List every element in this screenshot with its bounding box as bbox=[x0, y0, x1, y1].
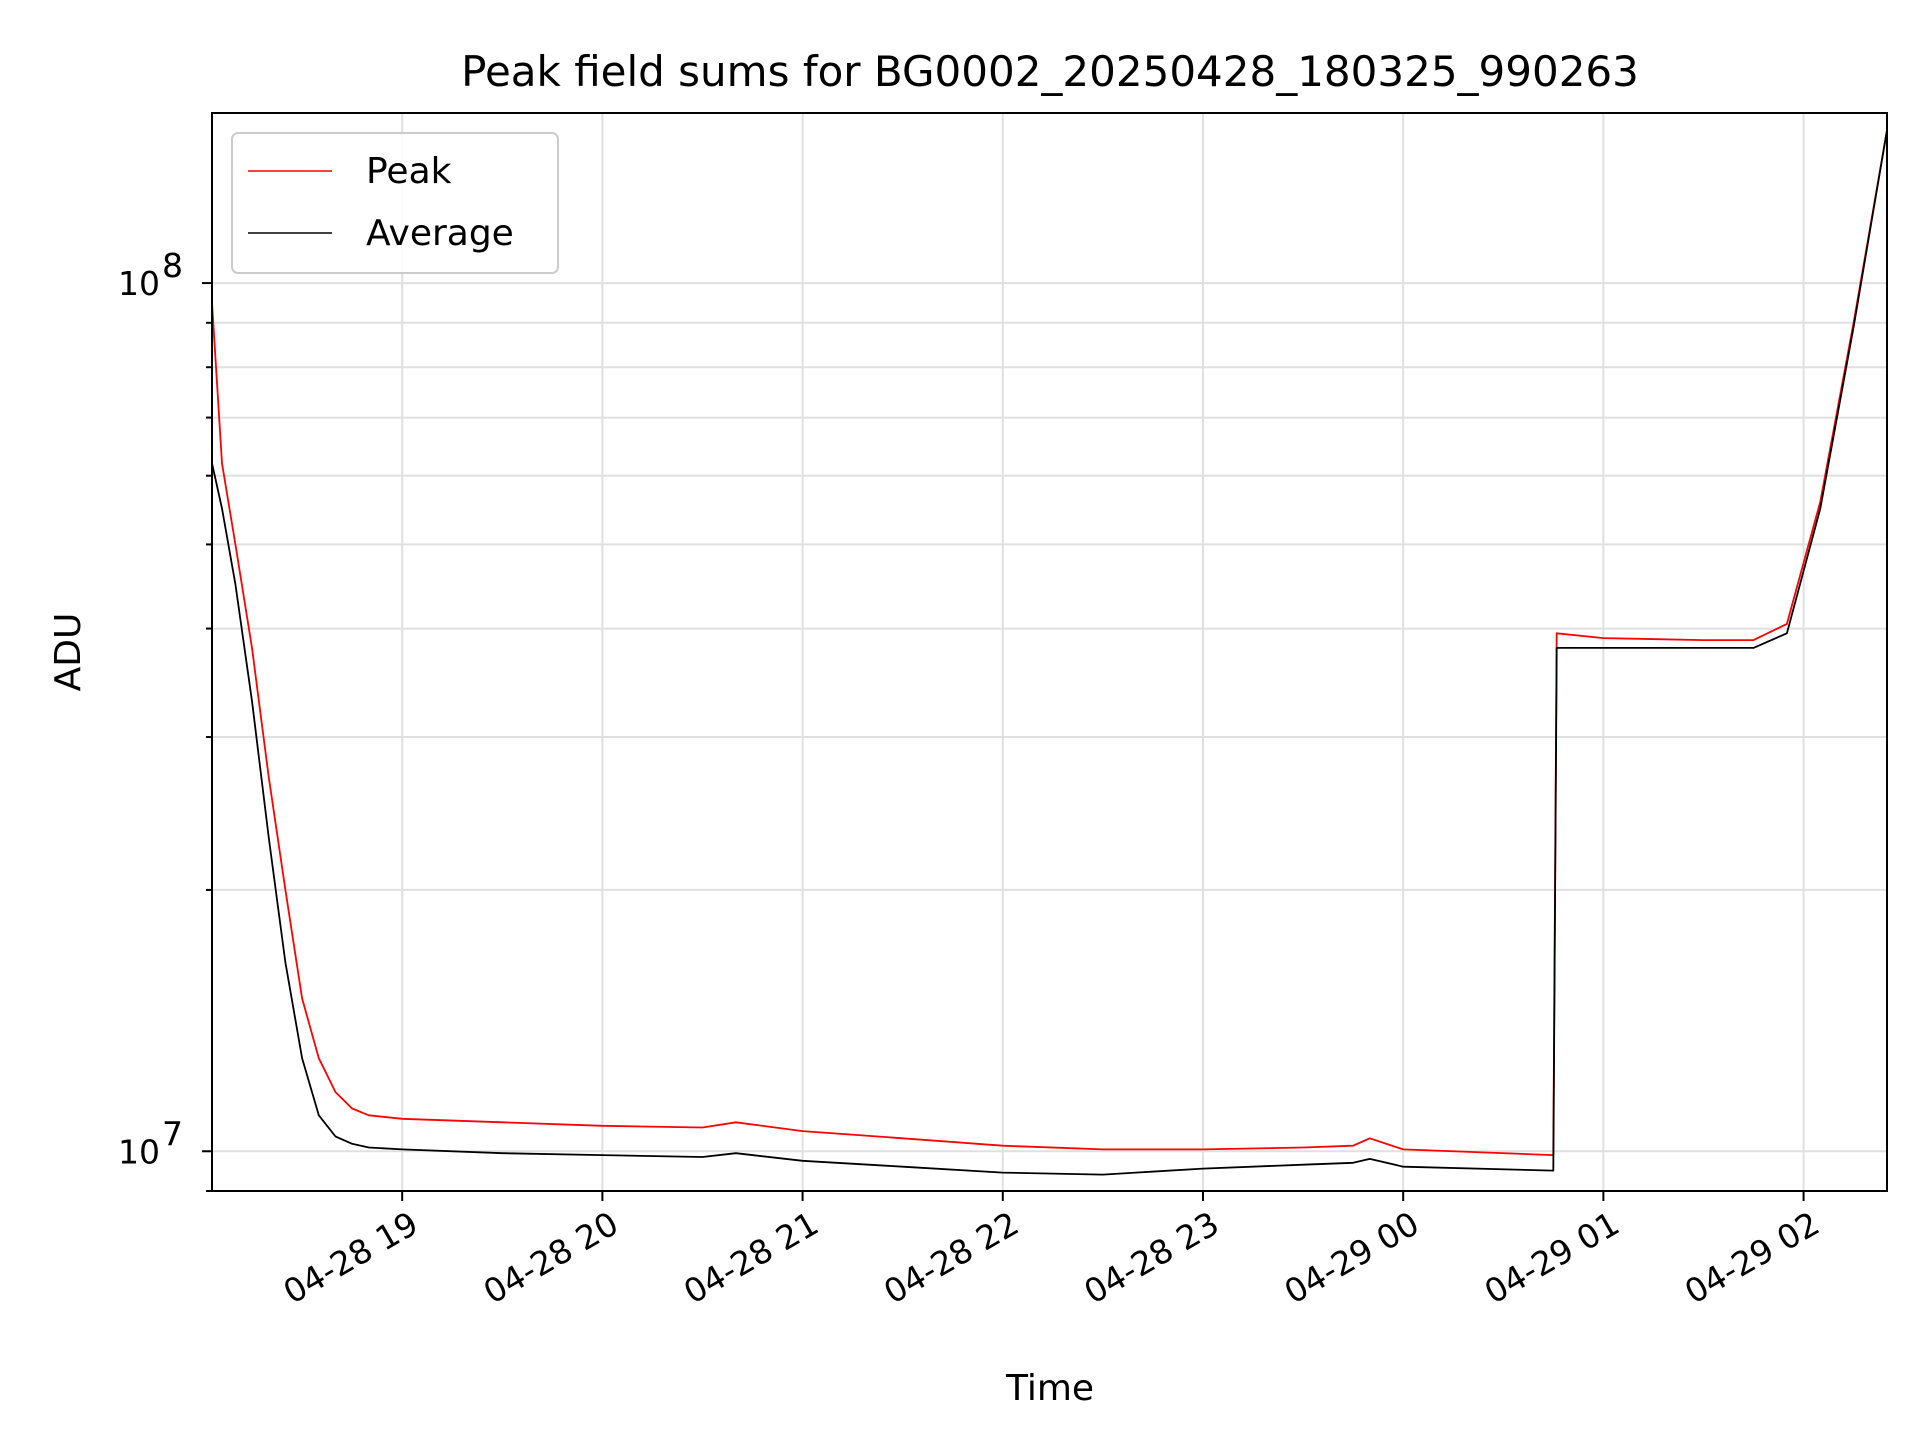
x-axis-title: Time bbox=[1005, 1368, 1094, 1409]
series-line-average bbox=[211, 130, 1888, 1176]
legend: Peak Average bbox=[231, 132, 559, 274]
y-tick-label-exponent: 7 bbox=[162, 1114, 183, 1153]
y-axis-title: ADU bbox=[48, 613, 89, 692]
y-tick-label-exponent: 8 bbox=[162, 246, 183, 285]
y-tick-label: 10 bbox=[118, 1132, 160, 1171]
legend-label-average: Average bbox=[366, 213, 514, 254]
legend-box bbox=[231, 132, 559, 274]
chart-title: Peak field sums for BG0002_20250428_1803… bbox=[461, 47, 1639, 96]
plot-area bbox=[211, 130, 1888, 1176]
plot-frame bbox=[211, 112, 1888, 1192]
series-line-peak bbox=[211, 130, 1888, 1156]
y-tick-label: 10 bbox=[118, 264, 160, 303]
legend-label-peak: Peak bbox=[366, 151, 452, 192]
